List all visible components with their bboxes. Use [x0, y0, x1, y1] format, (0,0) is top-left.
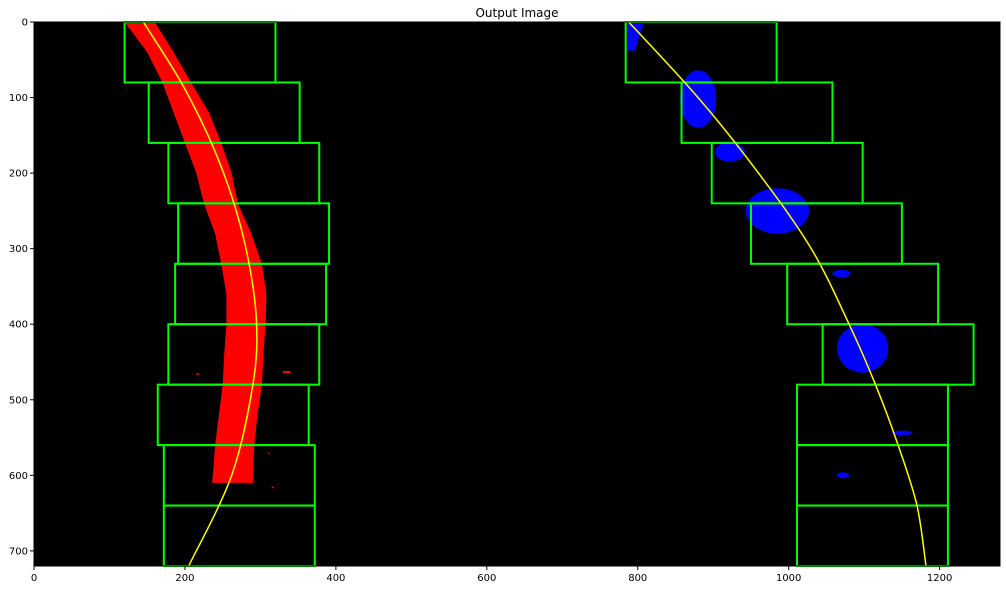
- right-fit-line: [628, 21, 927, 567]
- axes: 0 200 400 600 800 1000 1200 0 100 200 300 400 500 600…: [9, 18, 1001, 584]
- x-tick-label: 1000: [776, 573, 801, 584]
- image-area: [34, 21, 1000, 567]
- y-tick-label: 200: [9, 169, 28, 180]
- right-lane-blob: [832, 269, 851, 278]
- right-lane-blob: [680, 70, 717, 128]
- y-tick-label: 300: [9, 244, 28, 255]
- right-lane-blob: [836, 472, 850, 479]
- left-lane-pixels: [124, 22, 267, 483]
- left-lane-speck: [283, 371, 291, 374]
- x-tick-label: 600: [477, 573, 496, 584]
- left-lane-speck: [267, 452, 270, 455]
- right-lane-blob: [891, 430, 913, 436]
- y-tick-label: 600: [9, 471, 28, 482]
- plot-frame: [33, 21, 1001, 567]
- y-tick-label: 0: [22, 18, 28, 29]
- x-tick-label: 800: [628, 573, 647, 584]
- left-lane-speck: [271, 486, 274, 489]
- x-tick-label: 1200: [927, 573, 952, 584]
- right-lane-blob: [627, 23, 644, 51]
- right-lane-blob: [714, 142, 745, 162]
- x-tick-label: 400: [326, 573, 345, 584]
- y-tick-label: 400: [9, 320, 28, 331]
- left-lane-speck: [196, 373, 200, 375]
- y-tick-label: 700: [9, 546, 28, 557]
- x-tick-label: 200: [175, 573, 194, 584]
- right-lane-blob: [836, 324, 889, 373]
- y-tick-label: 500: [9, 395, 28, 406]
- x-tick-label: 0: [31, 573, 37, 584]
- chart-title: Output Image: [475, 6, 558, 20]
- left-fit-line: [142, 21, 258, 567]
- y-tick-label: 100: [9, 93, 28, 104]
- right-lane-blob: [745, 188, 810, 234]
